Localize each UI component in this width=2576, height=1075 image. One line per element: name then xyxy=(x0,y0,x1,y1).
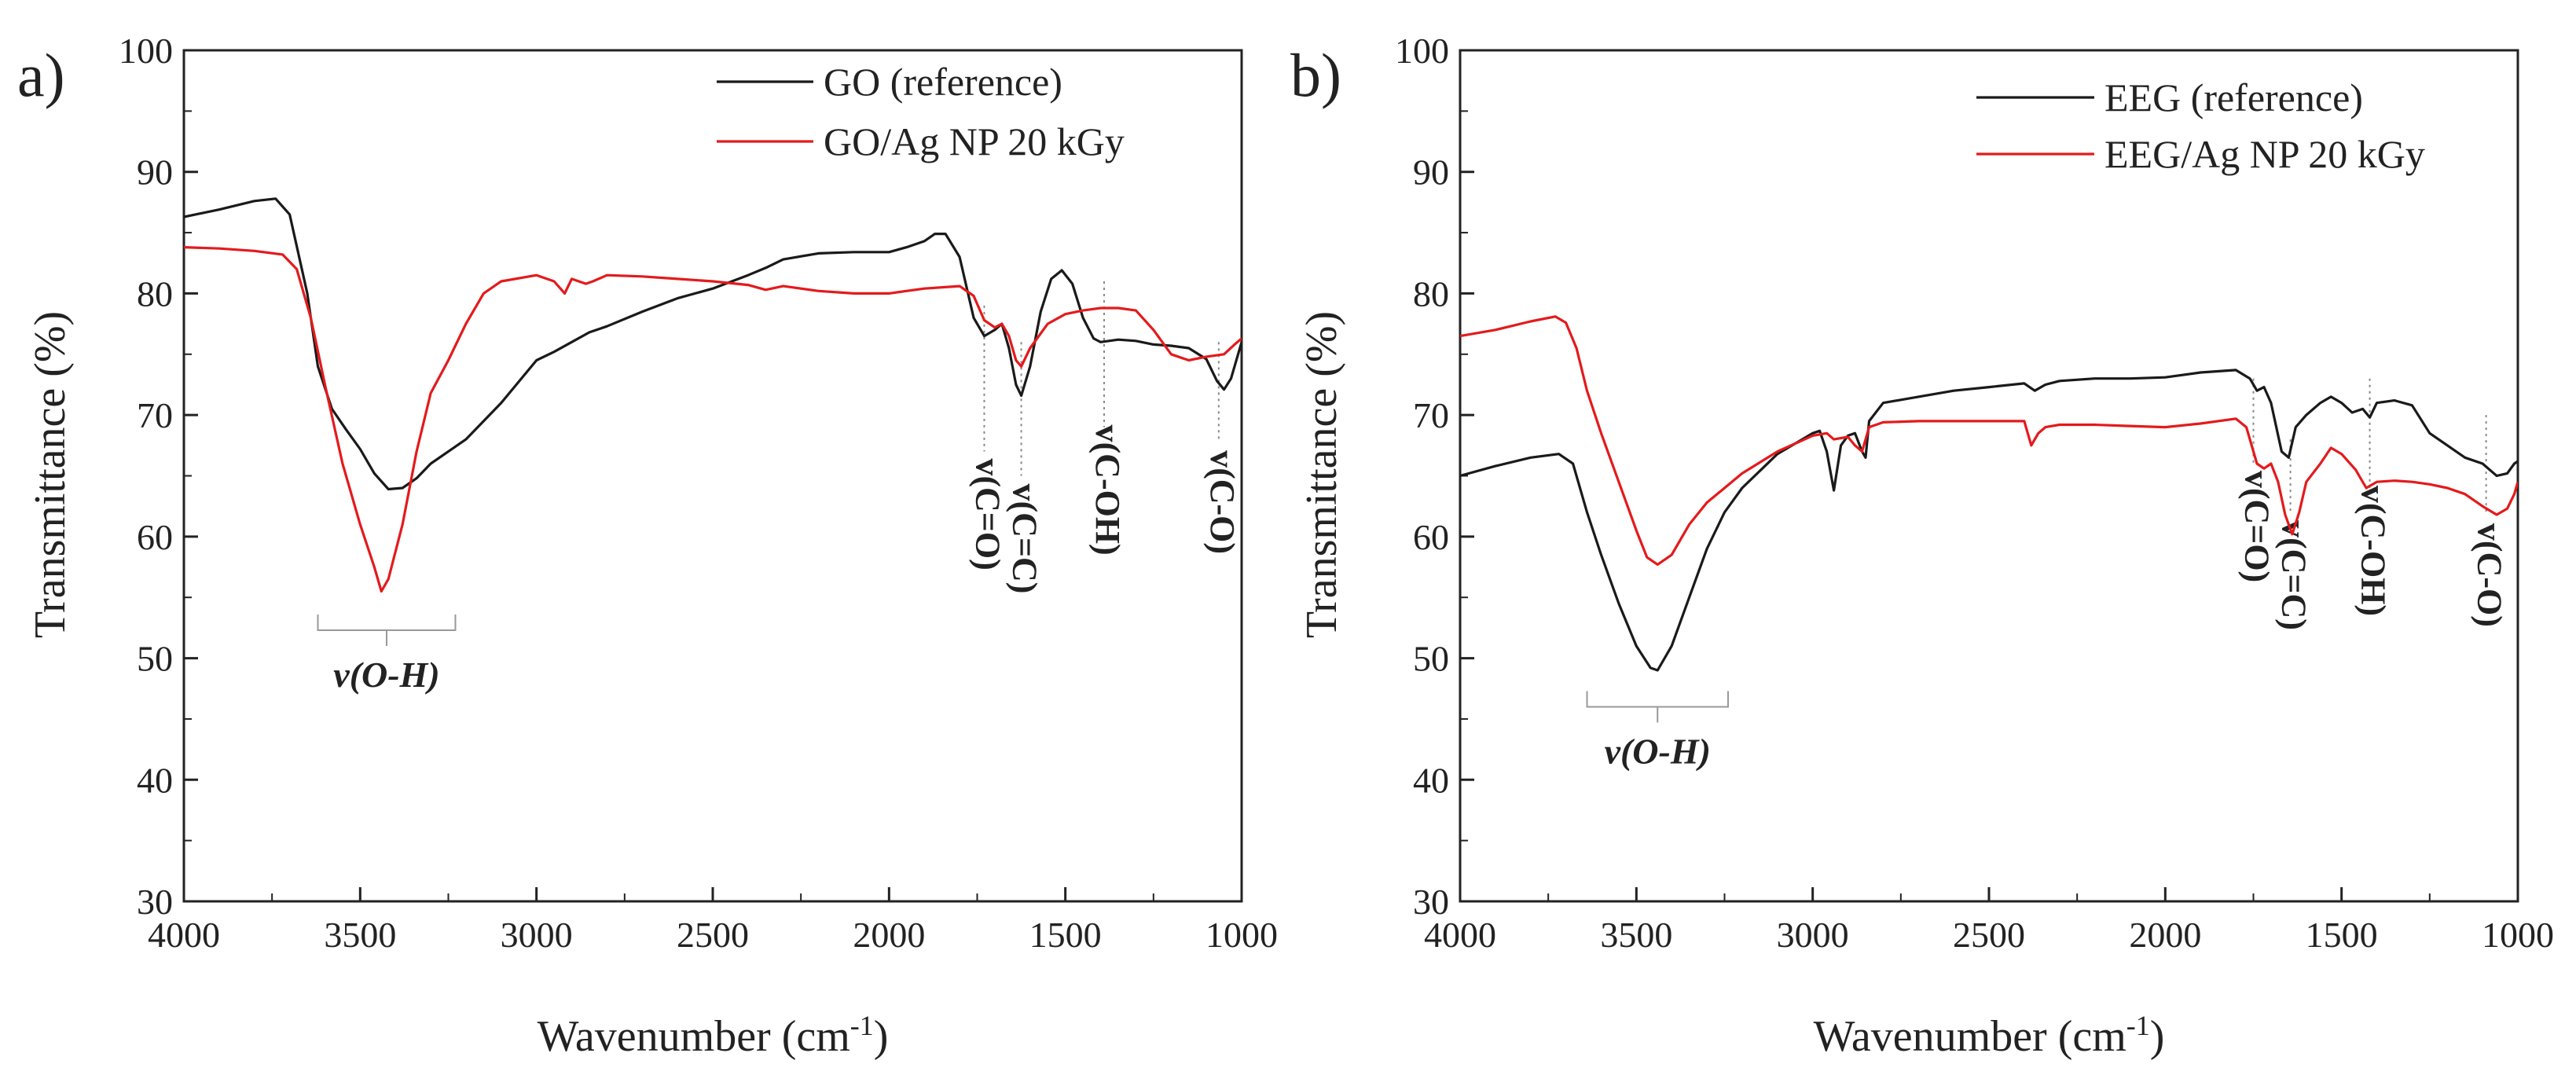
panel-label: b) xyxy=(1290,41,1341,109)
x-tick-label: 4000 xyxy=(148,915,220,955)
band-annotation-label: v(C-O) xyxy=(2471,523,2509,627)
legend-entry: GO (reference) xyxy=(824,60,1062,104)
x-axis-title: Wavenumber (cm-1) xyxy=(1814,1010,2165,1061)
x-axis-title: Wavenumber (cm-1) xyxy=(538,1010,889,1061)
oh-bracket xyxy=(317,614,457,646)
oh-bracket xyxy=(1586,691,1729,723)
x-tick-label: 3500 xyxy=(1600,915,1672,955)
x-tick-label: 3000 xyxy=(501,915,573,955)
y-axis-title: Transmittance (%) xyxy=(26,311,75,638)
x-tick-label: 3000 xyxy=(1777,915,1849,955)
panel-label: a) xyxy=(17,41,65,109)
x-tick-label: 1000 xyxy=(2482,915,2554,955)
x-tick-label: 3500 xyxy=(324,915,396,955)
y-tick-label: 50 xyxy=(137,639,173,679)
x-tick-label: 2000 xyxy=(2129,915,2201,955)
y-tick-label: 60 xyxy=(1413,517,1449,557)
y-tick-label: 70 xyxy=(137,395,173,435)
x-tick-label: 2500 xyxy=(1953,915,2025,955)
y-tick-label: 100 xyxy=(1395,31,1449,71)
series-line-reference xyxy=(184,197,1242,491)
band-annotation-label: v(C-O) xyxy=(1203,450,1242,554)
series-line-ag-np xyxy=(1460,315,2518,566)
y-tick-label: 30 xyxy=(137,882,173,922)
y-axis-title: Transmittance (%) xyxy=(1297,311,1346,638)
chart-panel-a: 4000 3500 3000 2500 2000 1500 1000 30 40 50 60 70 80… xyxy=(17,31,1278,1061)
series-line-reference xyxy=(1460,369,2518,672)
oh-annotation-label: v(O-H) xyxy=(333,655,439,695)
chart-panel-b: 4000 3500 3000 2500 2000 1500 1000 30 40 50 60 70 80… xyxy=(1290,31,2554,1061)
band-annotation-label: v(C=C) xyxy=(1005,484,1044,594)
legend-entry: EEG/Ag NP 20 kGy xyxy=(2104,132,2425,176)
x-tick-label: 4000 xyxy=(1424,915,1496,955)
x-tick-label: 2500 xyxy=(677,915,749,955)
y-tick-label: 30 xyxy=(1413,882,1449,922)
y-tick-label: 40 xyxy=(1413,760,1449,800)
band-annotation-label: v(C=O) xyxy=(2237,471,2276,582)
legend-entry: EEG (reference) xyxy=(2104,75,2363,119)
series-line-ag-np xyxy=(184,246,1242,593)
x-tick-label: 2000 xyxy=(853,915,925,955)
y-tick-label: 40 xyxy=(137,760,173,800)
band-annotation-label: v(C-OH) xyxy=(1088,425,1127,556)
band-annotation-label: v(C-OH) xyxy=(2354,486,2392,616)
y-tick-label: 70 xyxy=(1413,395,1449,435)
y-tick-label: 50 xyxy=(1413,639,1449,679)
band-annotation-label: v(C=O) xyxy=(968,458,1007,570)
y-tick-label: 90 xyxy=(137,152,173,193)
band-annotation-label: v(C=C) xyxy=(2275,520,2314,630)
legend-entry: GO/Ag NP 20 kGy xyxy=(824,119,1125,163)
x-tick-label: 1500 xyxy=(1029,915,1102,955)
y-tick-label: 60 xyxy=(137,517,173,557)
y-tick-label: 100 xyxy=(119,31,173,71)
y-tick-label: 80 xyxy=(137,273,173,314)
x-tick-label: 1500 xyxy=(2306,915,2378,955)
y-tick-label: 80 xyxy=(1413,273,1449,314)
oh-annotation-label: v(O-H) xyxy=(1605,731,1711,771)
plot-frame xyxy=(182,49,1243,903)
x-tick-label: 1000 xyxy=(1205,915,1278,955)
y-tick-label: 90 xyxy=(1413,152,1449,193)
